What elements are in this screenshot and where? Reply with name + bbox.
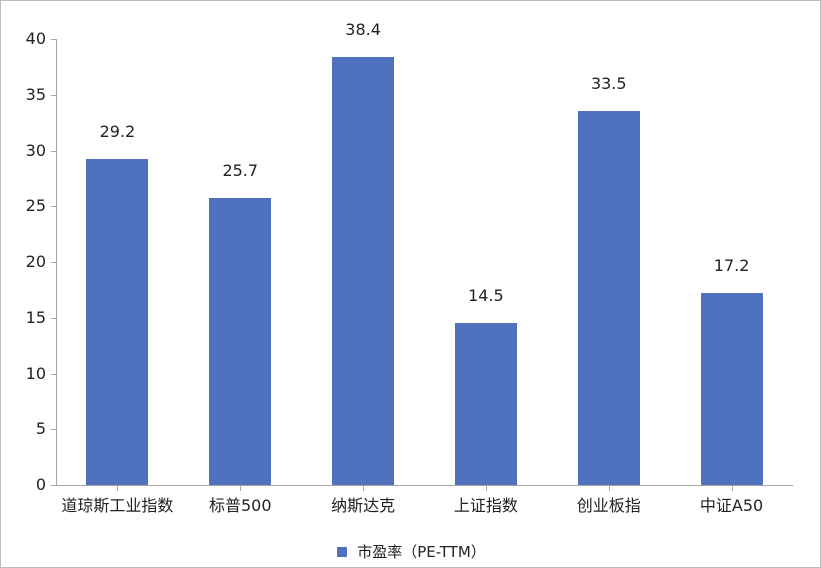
y-tick-label: 10: [25, 363, 46, 383]
data-label: 25.7: [222, 161, 259, 181]
data-label: 38.4: [345, 19, 381, 39]
x-tick-label: 中证A50: [699, 496, 764, 515]
x-tick-label: 标普500: [208, 496, 272, 515]
x-tick: [363, 485, 365, 491]
bar: [86, 159, 149, 485]
bar: [700, 293, 763, 485]
y-tick-label: 0: [35, 475, 46, 494]
data-label: 33.5: [590, 74, 627, 94]
x-tick: [240, 485, 242, 491]
y-tick-label: 20: [25, 252, 46, 271]
x-tick: [117, 485, 119, 491]
x-tick-label: 上证指数: [453, 496, 518, 515]
x-tick: [608, 485, 610, 491]
y-tick: [51, 39, 57, 40]
data-label: 17.2: [713, 256, 750, 276]
x-tick-label: 道琼斯工业指数: [61, 496, 174, 515]
y-tick-label: 30: [25, 140, 46, 160]
y-tick: [51, 262, 57, 263]
legend-swatch: [337, 546, 348, 557]
legend-label: 市盈率（PE-TTM）: [357, 543, 486, 561]
x-tick: [485, 485, 487, 491]
y-tick-label: 5: [35, 419, 46, 439]
y-tick: [51, 150, 57, 152]
bar: [209, 198, 272, 485]
y-tick-label: 35: [25, 84, 46, 104]
y-tick: [51, 429, 57, 431]
y-tick-label: 40: [25, 29, 46, 48]
y-tick: [51, 485, 57, 486]
legend: 市盈率（PE-TTM）: [1, 541, 821, 562]
y-tick: [51, 94, 57, 96]
data-label: 29.2: [99, 122, 136, 142]
bar: [577, 111, 640, 485]
y-tick: [51, 206, 57, 208]
bar: [332, 56, 395, 485]
bar: [454, 323, 517, 485]
data-label: 14.5: [468, 286, 504, 306]
x-tick-label: 创业板指: [576, 496, 641, 515]
x-axis: [56, 485, 793, 486]
y-tick-label: 25: [25, 196, 46, 216]
y-tick: [51, 317, 57, 319]
x-tick-label: 纳斯达克: [331, 496, 396, 515]
x-tick: [731, 485, 733, 491]
y-tick: [51, 373, 57, 375]
y-tick-label: 15: [25, 307, 46, 327]
